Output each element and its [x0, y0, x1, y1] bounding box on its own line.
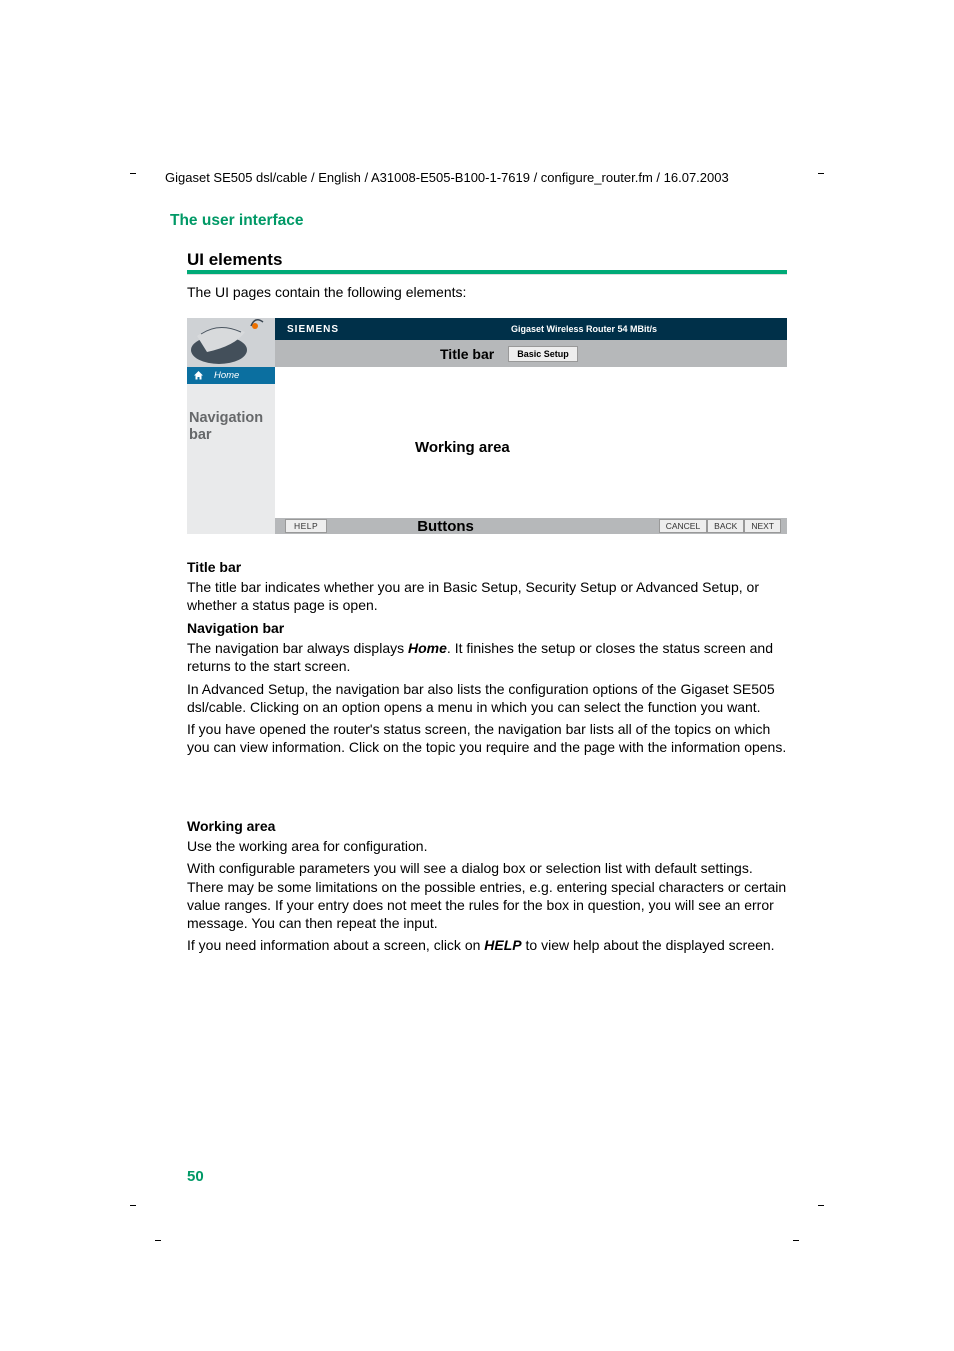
- gigaset-logo-icon: [187, 318, 275, 367]
- navbar-section: Navigation bar The navigation bar always…: [187, 619, 787, 760]
- working-area-heading: Working area: [187, 817, 787, 835]
- document-header-path: Gigaset SE505 dsl/cable / English / A310…: [165, 170, 729, 185]
- titlebar-heading: Title bar: [187, 558, 787, 576]
- page-number: 50: [187, 1168, 204, 1185]
- navbar-paragraph-1: The navigation bar always displays Home.…: [187, 639, 787, 675]
- basic-setup-button[interactable]: Basic Setup: [508, 346, 578, 362]
- cancel-button[interactable]: CANCEL: [659, 519, 707, 533]
- working-area-paragraph-3: If you need information about a screen, …: [187, 936, 787, 954]
- title-bar-row: Title bar Basic Setup: [275, 340, 787, 367]
- nav-label-line2: bar: [189, 427, 212, 443]
- crop-mark: [155, 1240, 161, 1241]
- siemens-header-bar: SIEMENS Gigaset Wireless Router 54 MBit/…: [275, 318, 787, 340]
- home-icon: [193, 370, 204, 381]
- working-p3-help-bold: HELP: [484, 937, 521, 953]
- working-area-paragraph-1: Use the working area for configuration.: [187, 837, 787, 855]
- crop-mark: [793, 1240, 799, 1241]
- help-button[interactable]: HELP: [285, 519, 327, 533]
- home-label: Home: [214, 370, 239, 381]
- siemens-brand-text: SIEMENS: [287, 324, 339, 335]
- gigaset-product-text: Gigaset Wireless Router 54 MBit/s: [511, 324, 657, 334]
- working-p3-text-a: If you need information about a screen, …: [187, 937, 484, 953]
- crop-mark: [130, 173, 136, 174]
- working-area-paragraph-2: With configurable parameters you will se…: [187, 859, 787, 932]
- section-underline-thin: [187, 274, 787, 275]
- working-area-region: [275, 367, 787, 534]
- working-area-label: Working area: [415, 439, 510, 456]
- navigation-bar-label: Navigation bar: [189, 410, 263, 443]
- navbar-p1-text-a: The navigation bar always displays: [187, 640, 408, 656]
- home-nav-item[interactable]: Home: [187, 367, 275, 384]
- crop-mark: [818, 1205, 824, 1206]
- navbar-paragraph-3: If you have opened the router's status s…: [187, 720, 787, 756]
- section-title: The user interface: [170, 212, 304, 230]
- logo-cell: [187, 318, 275, 367]
- back-button[interactable]: BACK: [707, 519, 744, 533]
- navbar-paragraph-2: In Advanced Setup, the navigation bar al…: [187, 680, 787, 716]
- title-bar-label: Title bar: [440, 346, 494, 362]
- next-button[interactable]: NEXT: [744, 519, 781, 533]
- crop-mark: [818, 173, 824, 174]
- navbar-heading: Navigation bar: [187, 619, 787, 637]
- right-button-group: CANCEL BACK NEXT: [659, 519, 781, 533]
- subsection-title: UI elements: [187, 250, 282, 270]
- buttons-label: Buttons: [417, 518, 474, 535]
- navigation-bar-area: [187, 367, 275, 534]
- intro-text: The UI pages contain the following eleme…: [187, 284, 466, 300]
- titlebar-paragraph: The title bar indicates whether you are …: [187, 578, 787, 614]
- nav-label-line1: Navigation: [189, 410, 263, 426]
- titlebar-section: Title bar The title bar indicates whethe…: [187, 558, 787, 619]
- working-area-section: Working area Use the working area for co…: [187, 817, 787, 958]
- crop-mark: [130, 1205, 136, 1206]
- button-bar: HELP Buttons CANCEL BACK NEXT: [275, 518, 787, 534]
- working-p3-text-c: to view help about the displayed screen.: [522, 937, 775, 953]
- navbar-p1-home-bold: Home: [408, 640, 447, 656]
